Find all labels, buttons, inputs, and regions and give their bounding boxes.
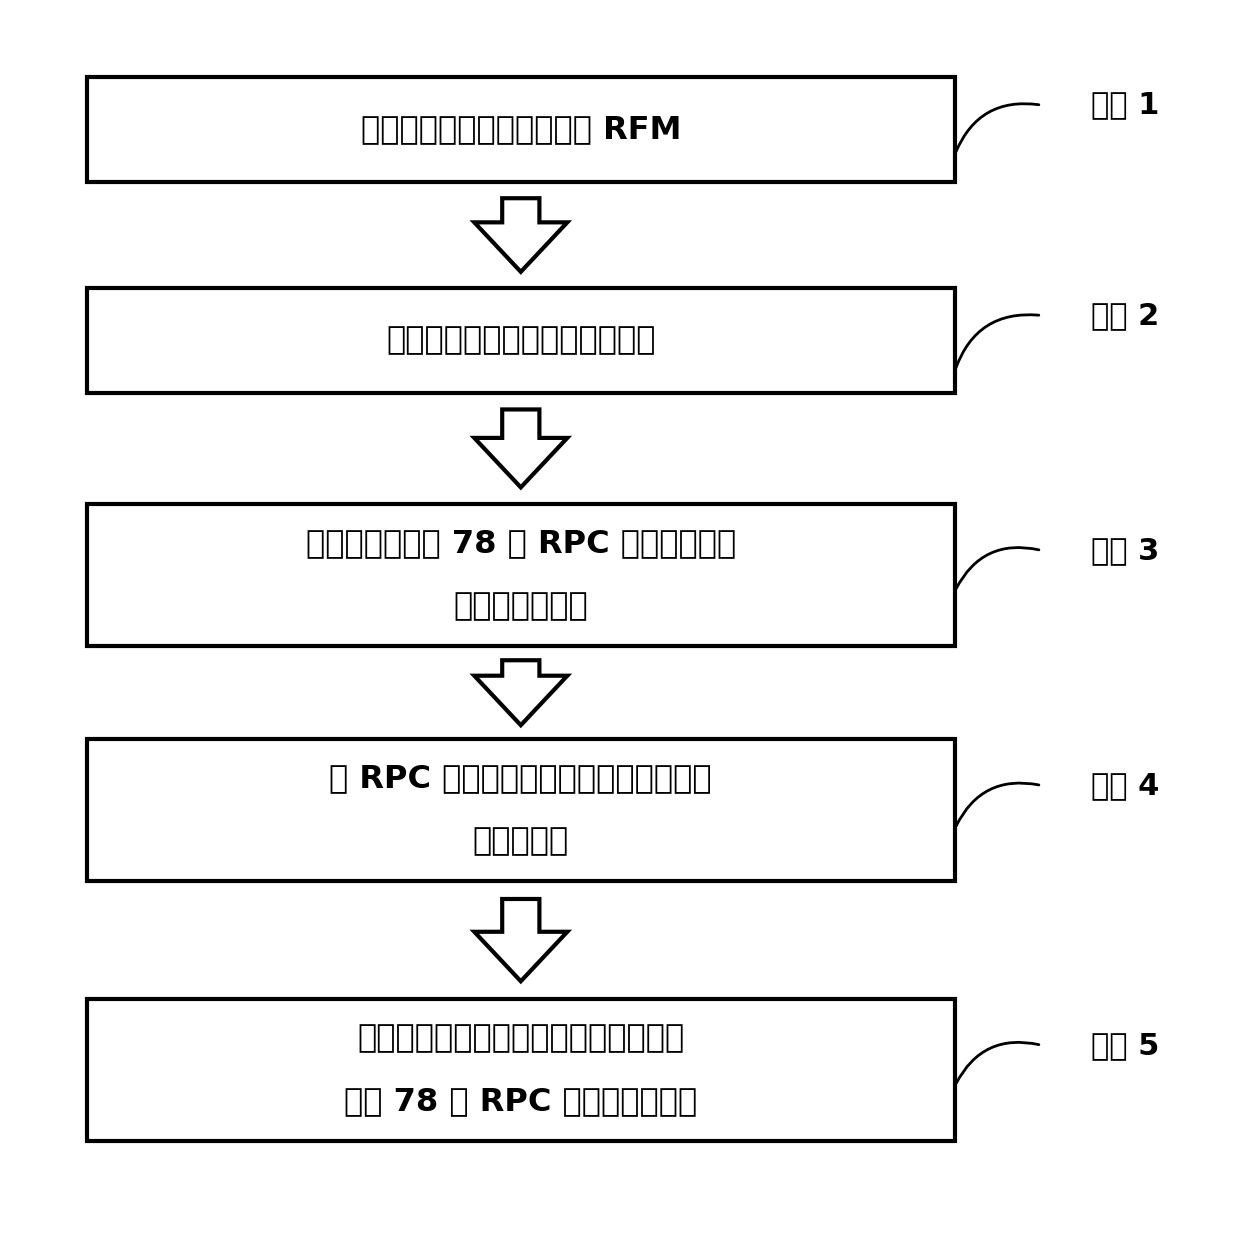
Text: 步骤 2: 步骤 2 [1091, 301, 1159, 330]
FancyBboxPatch shape [87, 505, 955, 646]
Text: 以 RPC 参数作为未知数，构建像控点的: 以 RPC 参数作为未知数，构建像控点的 [330, 763, 712, 794]
Text: 步骤 5: 步骤 5 [1091, 1030, 1159, 1060]
Polygon shape [474, 409, 567, 487]
FancyBboxPatch shape [87, 77, 955, 183]
Text: 步骤 4: 步骤 4 [1091, 771, 1159, 800]
Polygon shape [474, 661, 567, 725]
Text: 求取行列坐标对 78 个 RPC 参数在控制点: 求取行列坐标对 78 个 RPC 参数在控制点 [306, 528, 735, 559]
Text: 构造正则化矩阵和正则化参数，获取法: 构造正则化矩阵和正则化参数，获取法 [357, 1023, 684, 1054]
Polygon shape [474, 899, 567, 981]
Text: 处的导数最大値: 处的导数最大値 [454, 591, 588, 622]
FancyBboxPatch shape [87, 288, 955, 393]
FancyBboxPatch shape [87, 740, 955, 881]
Polygon shape [474, 198, 567, 272]
Text: 步骤 1: 步骤 1 [1091, 90, 1159, 120]
Text: 方程 78 个 RPC 参数的正则化解: 方程 78 个 RPC 参数的正则化解 [345, 1086, 697, 1117]
Text: 步骤 3: 步骤 3 [1091, 536, 1159, 565]
Text: 构建像点坐标显函数形式的 RFM: 构建像点坐标显函数形式的 RFM [361, 114, 681, 146]
Text: 误差方程组: 误差方程组 [472, 826, 569, 857]
Text: 获取像方仿射变换模型定向精度: 获取像方仿射变换模型定向精度 [386, 324, 656, 356]
FancyBboxPatch shape [87, 999, 955, 1141]
